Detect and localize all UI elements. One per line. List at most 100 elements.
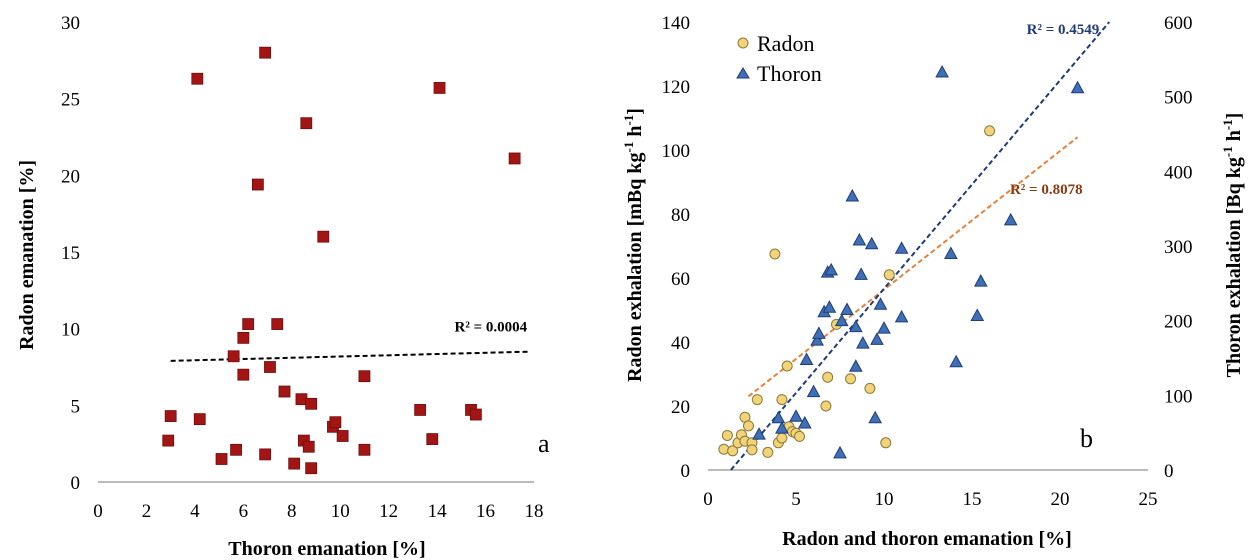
panel-b-thoron-point bbox=[848, 319, 863, 333]
panel-b-thoron-point bbox=[935, 64, 949, 78]
panel-a-data-point bbox=[336, 430, 349, 442]
panel-b-x-tick-label: 25 bbox=[1139, 489, 1158, 510]
legend-radon-marker bbox=[737, 37, 749, 49]
panel-b-thoron-point bbox=[856, 336, 870, 349]
panel-b-points bbox=[718, 64, 1085, 459]
panel-a-data-point bbox=[242, 318, 255, 330]
panel-b-radon-point bbox=[820, 400, 832, 412]
legend-thoron-marker bbox=[736, 67, 750, 79]
panel-a-x-tick-label: 14 bbox=[428, 501, 448, 522]
panel-a-data-point bbox=[433, 82, 446, 94]
panel-b-radon-point bbox=[776, 394, 788, 406]
panel-a-y-tick-label: 25 bbox=[61, 90, 80, 111]
panel-b-thoron-point bbox=[894, 241, 909, 254]
panel-a-x-tick-label: 6 bbox=[239, 501, 249, 522]
panel-b-thoron-point bbox=[1003, 212, 1018, 226]
panel-a-x-tick-label: 10 bbox=[331, 501, 350, 522]
panel-b-radon-point bbox=[718, 443, 730, 455]
panel-b-thoron-point bbox=[789, 409, 803, 422]
panel-a-data-point bbox=[508, 152, 521, 165]
panel-a-data-point bbox=[288, 457, 301, 470]
panel-b-thoron-r2-label: R² = 0.4549 bbox=[1027, 22, 1100, 38]
panel-b-radon-r2-label: R² = 0.8078 bbox=[1010, 182, 1083, 198]
panel-b-thoron-point bbox=[771, 410, 786, 424]
panel-a-data-point bbox=[191, 72, 204, 85]
panel-b-radon-point bbox=[984, 125, 996, 137]
panel-b-thoron-point bbox=[822, 300, 837, 313]
panel-b-thoron-point bbox=[799, 352, 814, 365]
panel-a-data-point bbox=[302, 440, 315, 453]
panel-b-y-tick-label: 140 bbox=[662, 13, 691, 34]
panel-b-y-tick-label: 120 bbox=[662, 77, 691, 98]
panel-a-y-tick-label: 10 bbox=[61, 320, 80, 341]
panel-a-data-point bbox=[230, 443, 242, 456]
panel-b-thoron-point bbox=[812, 326, 826, 339]
panel-a-data-point bbox=[305, 462, 318, 475]
panel-a-y-tick-label: 5 bbox=[71, 396, 81, 417]
panel-b-thoron-point bbox=[848, 359, 863, 372]
panel-b-x-axis-title: Radon and thoron emanation [%] bbox=[782, 528, 1072, 550]
panel-b-thoron-point bbox=[1070, 80, 1085, 94]
panel-a-data-point bbox=[237, 331, 250, 344]
panel-a-x-tick-label: 0 bbox=[93, 501, 103, 522]
panel-a-x-tick-label: 4 bbox=[190, 501, 200, 522]
panel-a-x-tick-label: 2 bbox=[142, 501, 152, 522]
panel-b-radon-point bbox=[762, 446, 774, 458]
panel-b-thoron-point bbox=[810, 333, 824, 346]
panel-b-thoron-point bbox=[824, 262, 839, 276]
panel-b-thoron-point bbox=[797, 415, 812, 429]
panel-b-thoron-point bbox=[834, 313, 849, 327]
panel-a-data-point bbox=[358, 370, 371, 383]
panel-a-data-point bbox=[469, 408, 482, 421]
panel-b-y-tick-label: 0 bbox=[681, 461, 691, 482]
panel-a-data-point bbox=[193, 413, 206, 426]
panel-b-thoron-point bbox=[877, 321, 891, 334]
panel-b-radon-point bbox=[769, 248, 781, 260]
panel-b-y2-tick-label: 500 bbox=[1164, 88, 1193, 109]
panel-a-trendline-group bbox=[170, 350, 530, 362]
panel-b-thoron-point bbox=[873, 297, 888, 310]
panel-b-thoron-point bbox=[845, 188, 860, 202]
panel-b-thoron-point bbox=[752, 427, 766, 440]
panel-b-thoron-point bbox=[833, 445, 847, 459]
panel-a-data-point bbox=[278, 385, 291, 398]
panel-b-x-tick-label: 10 bbox=[875, 489, 894, 510]
panel-b-y-tick-label: 60 bbox=[671, 269, 690, 290]
panel-a-data-point bbox=[215, 453, 228, 465]
panel-b-radon-point bbox=[742, 420, 754, 432]
panel-b-x-tick-label: 5 bbox=[791, 489, 801, 510]
panel-b-radon-point bbox=[880, 437, 892, 449]
panel-b-y-tick-label: 100 bbox=[662, 141, 691, 162]
panel-a-y-tick-label: 0 bbox=[71, 473, 81, 494]
panel-b-x-tick-label: 15 bbox=[963, 489, 982, 510]
panel-b-radon-point bbox=[721, 429, 733, 441]
panel-a-x-tick-label: 8 bbox=[287, 501, 297, 522]
panel-a-data-point bbox=[259, 448, 272, 461]
panel-a-x-tick-label: 16 bbox=[476, 501, 495, 522]
panel-b-thoron-point bbox=[894, 309, 909, 323]
panel-b-radon-point bbox=[776, 432, 788, 444]
panel-b-x-tick-label: 20 bbox=[1051, 489, 1070, 510]
panel-a-data-point bbox=[251, 178, 264, 191]
panel-b-y-tick-label: 80 bbox=[671, 205, 690, 226]
panel-b-y2-tick-label: 100 bbox=[1164, 386, 1193, 407]
panel-b-thoron-point bbox=[840, 302, 854, 315]
panel-b: 0 5 10 15 20 25 0 20 40 60 80 100 120 140 0 100 200 300 40… bbox=[621, 13, 1245, 550]
panel-a-data-point bbox=[264, 361, 276, 373]
panel-b-y2-tick-label: 400 bbox=[1164, 162, 1193, 183]
panel-b-y2-tick-label: 0 bbox=[1164, 461, 1174, 482]
panel-a-label: a bbox=[538, 429, 550, 458]
panel-a-data-point bbox=[300, 117, 313, 130]
panel-b-thoron-point bbox=[864, 236, 879, 250]
panel-b-thoron-point bbox=[870, 332, 884, 345]
panel-a-y-tick-label: 20 bbox=[61, 166, 80, 187]
panel-b-y2-tick-label: 600 bbox=[1164, 13, 1193, 34]
panel-b-thoron-point bbox=[944, 246, 958, 259]
panel-a-data-point bbox=[237, 368, 250, 381]
panel-a-data-point bbox=[358, 443, 371, 456]
panel-b-trendlines bbox=[730, 21, 1111, 471]
panel-b-thoron-point bbox=[854, 267, 868, 280]
panel-b-y2-tick-label: 200 bbox=[1164, 312, 1193, 333]
panel-b-radon-point bbox=[746, 444, 758, 456]
